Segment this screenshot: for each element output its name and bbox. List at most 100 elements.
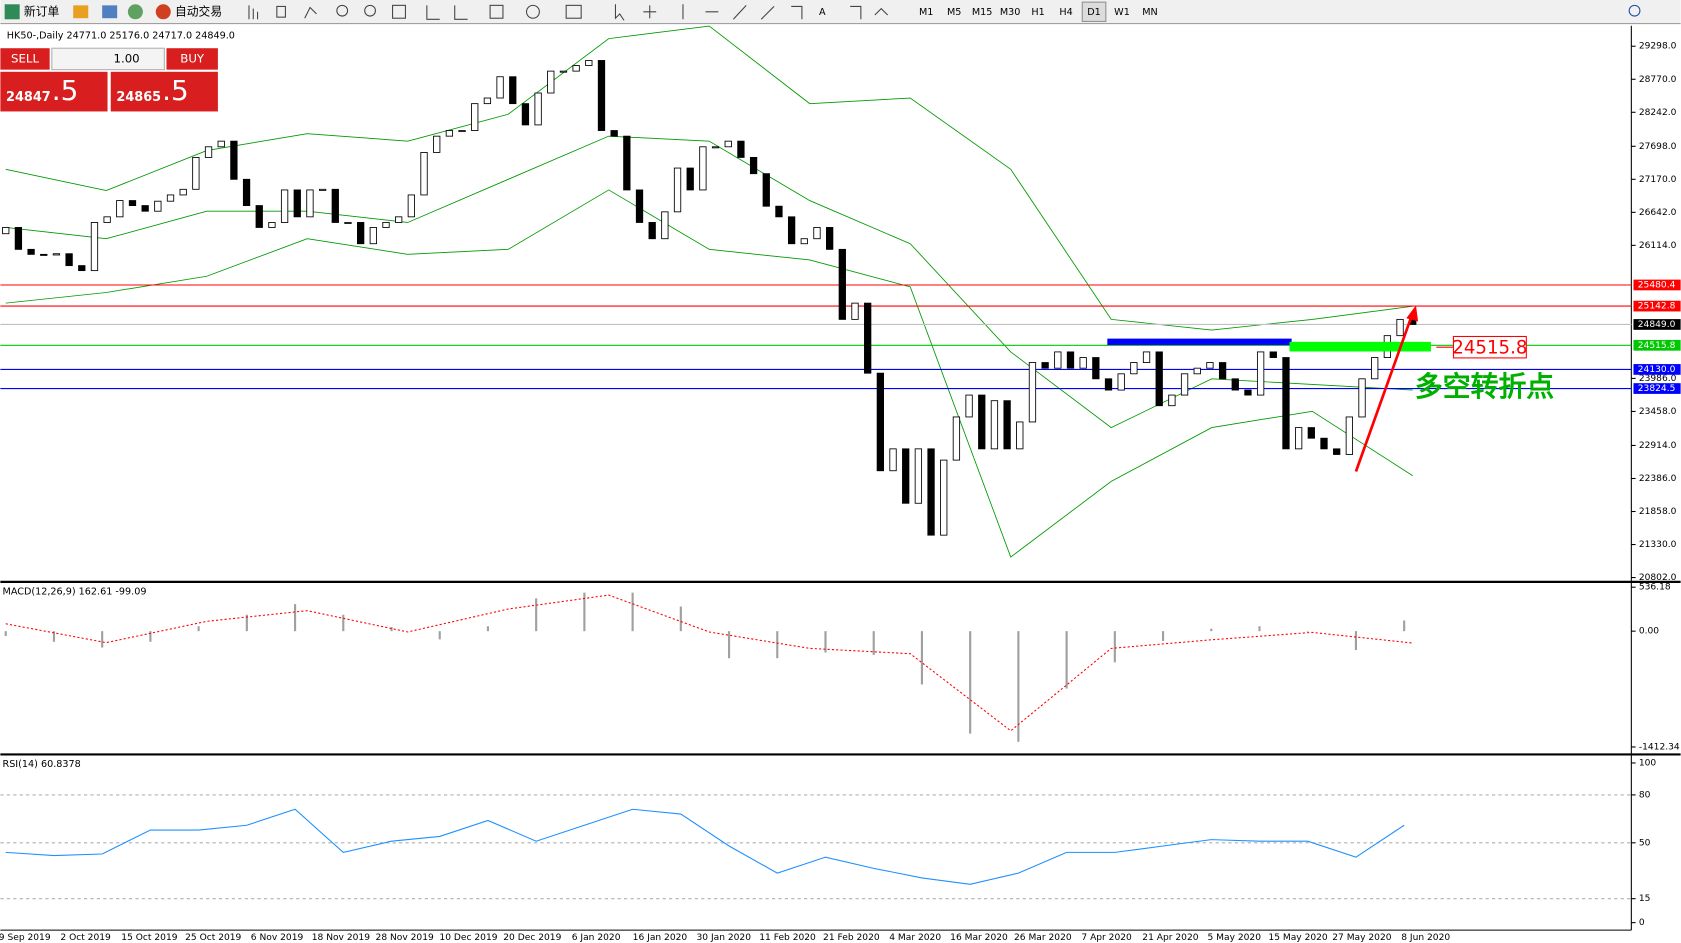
timeframe[interactable]: W1	[1114, 7, 1130, 18]
candle	[179, 188, 187, 196]
buy-label[interactable]: BUY	[180, 51, 205, 65]
price-level-tag	[1633, 339, 1681, 351]
candle	[433, 135, 441, 153]
bollinger-lower	[5, 189, 1413, 558]
sell-price-box[interactable]	[0, 71, 108, 112]
macd-bar	[1258, 626, 1261, 632]
search-icon[interactable]	[1628, 4, 1641, 17]
candle	[116, 200, 124, 218]
tool-icon[interactable]	[392, 4, 406, 19]
tool-icon[interactable]	[73, 5, 89, 19]
candle	[242, 178, 251, 207]
candle	[585, 60, 593, 66]
timeframe[interactable]: M30	[1000, 7, 1021, 18]
candle	[1142, 351, 1151, 363]
tool-icon[interactable]	[336, 4, 349, 17]
macd-bar	[245, 614, 248, 632]
tool-icon[interactable]	[364, 4, 376, 17]
y-tick-label: -1412.34	[1639, 742, 1680, 752]
macd-bar	[101, 631, 104, 648]
candle	[1028, 362, 1037, 423]
tool-icon[interactable]	[304, 6, 317, 19]
candle	[90, 222, 99, 272]
y-tick-label: 20802.0	[1639, 573, 1677, 583]
macd-bar	[920, 631, 924, 685]
candle	[420, 151, 428, 196]
auto-trading-icon[interactable]	[155, 4, 171, 20]
new-order[interactable]: 新订单	[24, 4, 60, 18]
candle	[800, 238, 808, 245]
candle	[1358, 378, 1366, 418]
sell-pips[interactable]: .5	[52, 74, 79, 107]
sell-button[interactable]	[0, 48, 50, 70]
candle	[1003, 400, 1011, 450]
macd-bar	[1210, 628, 1213, 632]
candle	[610, 130, 618, 137]
auto-trading[interactable]: 自动交易	[175, 4, 222, 18]
tool-icon[interactable]	[565, 4, 582, 19]
x-tick-label: 16 Mar 2020	[950, 933, 1008, 943]
candle	[737, 140, 745, 158]
x-tick-label: 21 Feb 2020	[823, 933, 880, 943]
x-tick-label: 15 Oct 2019	[121, 933, 177, 943]
macd-bar	[583, 592, 586, 632]
toolbar-icons	[248, 4, 889, 21]
price-level-label: 24849.0	[1638, 320, 1676, 330]
tool-icon[interactable]	[102, 5, 118, 19]
candle	[902, 448, 910, 504]
timeframe[interactable]: H4	[1059, 7, 1072, 18]
timeframe[interactable]: MN	[1142, 7, 1158, 18]
candle	[471, 103, 479, 131]
candle	[1066, 351, 1075, 369]
macd-bar	[293, 604, 297, 632]
note: 多空转折点	[1415, 370, 1554, 403]
volume[interactable]: 1.00	[113, 51, 139, 65]
bollinger-middle	[5, 135, 1413, 429]
rsi-line	[5, 808, 1405, 885]
candle	[318, 188, 327, 191]
tool-icon[interactable]	[525, 4, 540, 19]
sell-price[interactable]: 24847	[6, 90, 51, 105]
x-tick-label: 19 Sep 2019	[0, 933, 51, 943]
macd-bar	[1354, 631, 1358, 651]
timeframe[interactable]: M15	[972, 7, 993, 18]
tool-icon[interactable]	[276, 5, 286, 18]
price-level-tag	[1633, 300, 1681, 312]
buy-price-box[interactable]	[110, 71, 218, 112]
y-tick-label: 22914.0	[1639, 441, 1677, 451]
candle	[382, 222, 390, 228]
tool-icon[interactable]	[127, 4, 143, 20]
x-tick-label: 16 Jan 2020	[633, 933, 688, 943]
text-tool[interactable]: A	[819, 7, 826, 18]
tool-icon[interactable]	[248, 5, 259, 20]
y-tick-label: 28242.0	[1639, 108, 1677, 118]
timeframe[interactable]: M1	[919, 7, 933, 18]
macd-bar	[1113, 631, 1116, 663]
candle	[1130, 362, 1138, 375]
candle	[306, 189, 314, 218]
buy-button[interactable]	[166, 48, 218, 70]
candle	[1282, 357, 1290, 450]
candle	[876, 372, 884, 472]
buy-price[interactable]: 24865	[116, 90, 161, 105]
macd-bar	[149, 631, 152, 642]
timeframe[interactable]: D1	[1087, 7, 1101, 18]
volume-box[interactable]	[51, 47, 165, 71]
candle	[1092, 357, 1100, 380]
x-tick-label: 15 May 2020	[1268, 933, 1328, 943]
buy-pips[interactable]: .5	[162, 74, 189, 107]
new-order-icon[interactable]	[4, 4, 20, 20]
tool-icon[interactable]	[426, 5, 468, 20]
sell-label[interactable]: SELL	[11, 51, 39, 65]
price-level-tag	[1633, 279, 1681, 291]
candle	[14, 227, 23, 250]
y-tick-label: 28770.0	[1639, 75, 1677, 85]
macd-bar	[679, 606, 682, 632]
price-level-tag	[1633, 383, 1681, 394]
candle	[293, 189, 301, 218]
timeframe[interactable]: M5	[947, 7, 961, 18]
tool-icon[interactable]	[614, 4, 889, 21]
candle	[344, 222, 352, 224]
timeframe[interactable]: H1	[1031, 7, 1044, 18]
tool-icon[interactable]	[489, 4, 504, 19]
